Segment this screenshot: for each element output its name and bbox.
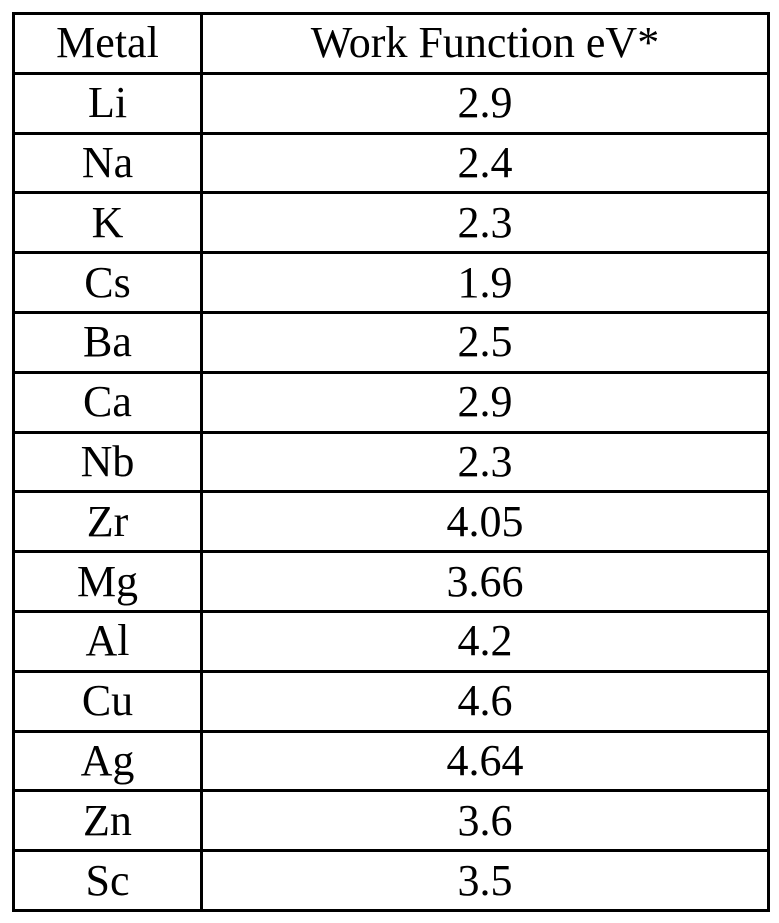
table-row: K 2.3 <box>12 191 770 255</box>
metal-cell: Al <box>12 609 203 673</box>
table-row: Cu 4.6 <box>12 669 770 733</box>
metal-cell: Na <box>12 131 203 195</box>
work-function-cell: 4.2 <box>200 609 770 673</box>
metal-cell: K <box>12 191 203 255</box>
work-function-cell: 2.3 <box>200 430 770 494</box>
work-function-cell: 3.66 <box>200 550 770 613</box>
header-work-function: Work Function eV* <box>200 12 770 75</box>
header-metal: Metal <box>12 12 203 75</box>
metal-cell: Ca <box>12 370 203 434</box>
work-function-cell: 3.6 <box>200 789 770 853</box>
work-function-cell: 1.9 <box>200 251 770 314</box>
table-row: Cs 1.9 <box>12 251 770 314</box>
work-function-cell: 2.4 <box>200 131 770 195</box>
metal-cell: Li <box>12 71 203 135</box>
table-row: Mg 3.66 <box>12 550 770 613</box>
work-function-cell: 2.9 <box>200 71 770 135</box>
table-row: Ca 2.9 <box>12 370 770 434</box>
metal-cell: Zr <box>12 490 203 554</box>
metal-cell: Ba <box>12 310 203 374</box>
metal-cell: Cu <box>12 669 203 733</box>
metal-cell: Zn <box>12 789 203 853</box>
work-function-cell: 2.3 <box>200 191 770 255</box>
work-function-table: Metal Work Function eV* Li 2.9 Na 2.4 K … <box>12 12 770 912</box>
table-row: Nb 2.3 <box>12 430 770 494</box>
table-row: Na 2.4 <box>12 131 770 195</box>
work-function-cell: 4.05 <box>200 490 770 554</box>
table-row: Zr 4.05 <box>12 490 770 554</box>
work-function-table-container: Metal Work Function eV* Li 2.9 Na 2.4 K … <box>12 12 770 912</box>
table-row: Ag 4.64 <box>12 729 770 793</box>
table-row: Al 4.2 <box>12 609 770 673</box>
table-row: Li 2.9 <box>12 71 770 135</box>
header-row: Metal Work Function eV* <box>12 12 770 75</box>
work-function-cell: 2.5 <box>200 310 770 374</box>
work-function-cell: 3.5 <box>200 849 770 912</box>
metal-cell: Sc <box>12 849 203 912</box>
metal-cell: Cs <box>12 251 203 314</box>
table-row: Sc 3.5 <box>12 849 770 912</box>
metal-cell: Mg <box>12 550 203 613</box>
work-function-cell: 4.6 <box>200 669 770 733</box>
table-row: Zn 3.6 <box>12 789 770 853</box>
metal-cell: Ag <box>12 729 203 793</box>
work-function-cell: 4.64 <box>200 729 770 793</box>
work-function-cell: 2.9 <box>200 370 770 434</box>
metal-cell: Nb <box>12 430 203 494</box>
table-row: Ba 2.5 <box>12 310 770 374</box>
